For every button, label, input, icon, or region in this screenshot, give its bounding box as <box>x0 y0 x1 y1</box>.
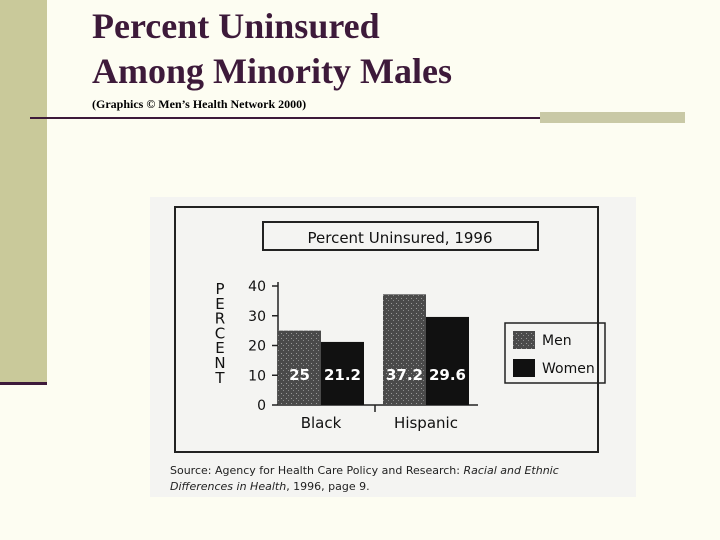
y-axis-label-letter: C <box>215 324 225 342</box>
chart-title-box <box>262 221 539 251</box>
y-axis-label-letter: N <box>214 354 225 372</box>
legend-swatch-men <box>513 331 535 349</box>
y-axis-label-letter: P <box>215 280 224 298</box>
slide-title: Percent Uninsured Among Minority Males <box>92 4 452 94</box>
y-axis-label-letter: E <box>215 339 224 357</box>
chart-legend: Men Women <box>504 322 606 384</box>
source-prefix: Source: Agency for Health Care Policy an… <box>170 464 464 477</box>
slide-title-line-2: Among Minority Males <box>92 51 452 91</box>
chart-frame <box>174 206 599 453</box>
legend-label-men: Men <box>542 333 572 349</box>
legend-label-women: Women <box>542 361 595 377</box>
x-tick-label-black: Black <box>301 414 342 432</box>
y-tick-label: 10 <box>248 368 266 384</box>
slide-title-line-1: Percent Uninsured <box>92 6 380 46</box>
legend-box <box>504 322 606 384</box>
chart-title: Percent Uninsured, 1996 <box>308 229 493 247</box>
title-divider-accent <box>540 112 685 123</box>
source-suffix: , 1996, page 9. <box>286 480 370 493</box>
y-tick-label: 30 <box>248 309 266 325</box>
y-axis-label-letter: R <box>215 310 225 328</box>
bar-women-black <box>321 341 364 405</box>
y-tick-label: 20 <box>248 339 266 355</box>
data-label: 21.2 <box>324 366 361 384</box>
y-axis-label-letter: E <box>215 295 224 313</box>
y-tick-label: 0 <box>257 398 266 414</box>
source-title-part-2: Differences in Health <box>170 480 287 493</box>
data-label: 29.6 <box>429 366 466 384</box>
left-accent-band-foot <box>0 382 47 385</box>
bar-men-black <box>278 330 321 405</box>
source-title-part-1: Racial and Ethnic <box>463 464 559 477</box>
left-accent-band <box>0 0 47 385</box>
data-label: 37.2 <box>386 366 423 384</box>
y-tick-label: 40 <box>248 279 266 295</box>
data-label: 25 <box>289 366 310 384</box>
slide-subtitle: (Graphics © Men’s Health Network 2000) <box>92 97 307 111</box>
chart-bars: 25 21.2 Black 37.2 29.6 Hispanic <box>278 294 469 432</box>
source-note: Source: Agency for Health Care Policy an… <box>170 463 630 495</box>
legend-swatch-women <box>513 359 535 377</box>
bar-men-hispanic <box>383 294 426 405</box>
bar-women-hispanic <box>426 316 469 405</box>
y-axis-label-letter: T <box>214 369 225 387</box>
x-tick-label-hispanic: Hispanic <box>394 414 458 432</box>
title-divider <box>30 117 540 119</box>
